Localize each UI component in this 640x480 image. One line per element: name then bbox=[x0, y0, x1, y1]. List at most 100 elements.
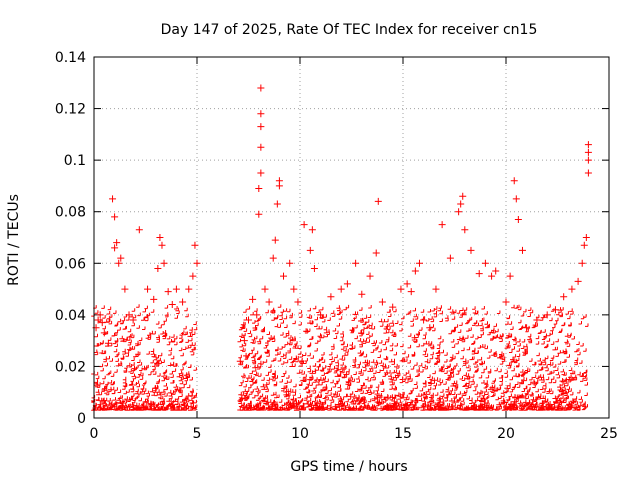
data-point bbox=[432, 285, 440, 293]
data-point bbox=[269, 254, 277, 262]
data-point bbox=[115, 259, 123, 267]
data-point bbox=[257, 84, 265, 92]
data-point bbox=[512, 195, 520, 203]
data-point bbox=[257, 110, 265, 118]
data-point bbox=[257, 169, 265, 177]
data-point bbox=[98, 319, 106, 327]
data-point bbox=[249, 295, 257, 303]
data-point bbox=[96, 311, 104, 319]
data-point bbox=[150, 295, 158, 303]
y-tick-label: 0.14 bbox=[55, 50, 86, 66]
data-point bbox=[245, 316, 252, 324]
data-point bbox=[255, 210, 263, 218]
data-point bbox=[459, 192, 467, 200]
data-point bbox=[236, 357, 244, 365]
data-point bbox=[438, 221, 446, 229]
y-axis-label: ROTI / TECUs bbox=[6, 194, 22, 286]
data-point bbox=[492, 267, 500, 275]
data-point bbox=[580, 241, 588, 249]
data-point bbox=[154, 264, 162, 272]
data-point bbox=[415, 259, 423, 267]
data-point bbox=[160, 259, 168, 267]
data-point bbox=[129, 316, 137, 324]
data-point bbox=[372, 249, 380, 257]
noise-floor-points bbox=[91, 304, 589, 411]
data-point bbox=[455, 208, 463, 216]
data-point bbox=[475, 270, 483, 278]
data-point bbox=[111, 213, 119, 221]
data-point bbox=[514, 215, 522, 223]
x-tick-label: 25 bbox=[600, 426, 618, 442]
data-point bbox=[533, 316, 541, 324]
data-point bbox=[584, 148, 592, 156]
data-point bbox=[582, 234, 590, 241]
axis-ticks bbox=[93, 56, 610, 419]
data-point bbox=[240, 337, 248, 345]
data-point bbox=[125, 311, 133, 319]
tick-labels: 0 0.02 0.04 0.06 0.08 0.1 0.12 0.14 0 5 10 15 20 25 bbox=[55, 50, 618, 442]
chart-title: Day 147 of 2025, Rate Of TEC Index for r… bbox=[161, 22, 538, 38]
data-point bbox=[397, 285, 405, 293]
data-point bbox=[253, 311, 261, 319]
y-tick-label: 0.08 bbox=[55, 205, 86, 221]
data-point bbox=[378, 298, 386, 306]
data-point bbox=[358, 290, 366, 298]
data-point bbox=[255, 185, 263, 193]
data-point bbox=[294, 298, 302, 306]
data-point bbox=[461, 226, 469, 234]
data-point bbox=[156, 234, 164, 241]
data-point bbox=[523, 324, 531, 332]
data-point bbox=[426, 324, 434, 332]
data-point bbox=[584, 141, 592, 149]
data-point bbox=[374, 197, 382, 205]
data-point bbox=[317, 311, 325, 319]
data-point bbox=[551, 306, 559, 314]
data-point bbox=[172, 285, 180, 293]
data-point bbox=[135, 226, 143, 234]
y-tick-label: 0.04 bbox=[55, 308, 86, 324]
data-point bbox=[111, 244, 119, 252]
data-point bbox=[457, 200, 465, 208]
data-point bbox=[366, 272, 374, 280]
y-tick-label: 0.06 bbox=[55, 256, 86, 272]
data-point bbox=[337, 285, 345, 293]
data-point bbox=[164, 288, 172, 296]
data-point bbox=[261, 285, 269, 293]
data-point bbox=[560, 293, 568, 301]
data-point bbox=[308, 226, 316, 234]
data-point bbox=[543, 311, 551, 319]
data-point bbox=[389, 303, 397, 311]
data-point bbox=[185, 285, 193, 293]
data-point bbox=[257, 143, 265, 151]
x-tick-label: 5 bbox=[193, 426, 202, 442]
data-point bbox=[144, 285, 152, 293]
data-point bbox=[121, 285, 129, 293]
data-point bbox=[327, 293, 335, 301]
x-tick-label: 10 bbox=[291, 426, 309, 442]
data-point bbox=[467, 246, 475, 254]
data-point bbox=[189, 272, 197, 280]
data-point bbox=[510, 177, 518, 185]
data-point bbox=[502, 298, 510, 306]
grid-lines bbox=[94, 57, 609, 418]
data-point bbox=[271, 236, 279, 244]
data-point bbox=[420, 316, 428, 324]
data-point bbox=[310, 264, 318, 272]
data-point bbox=[584, 156, 592, 164]
data-point bbox=[117, 254, 125, 262]
data-point bbox=[113, 239, 121, 247]
data-point bbox=[104, 339, 112, 347]
data-point bbox=[518, 246, 526, 254]
data-point bbox=[578, 259, 586, 267]
data-point bbox=[280, 272, 288, 280]
data-point bbox=[352, 259, 360, 267]
data-point bbox=[265, 298, 273, 306]
data-point bbox=[506, 272, 514, 280]
y-tick-label: 0.1 bbox=[64, 153, 86, 169]
x-axis-label: GPS time / hours bbox=[290, 459, 407, 475]
data-point bbox=[193, 259, 201, 267]
data-point bbox=[481, 259, 489, 267]
data-points bbox=[92, 84, 592, 365]
data-point bbox=[158, 241, 166, 249]
